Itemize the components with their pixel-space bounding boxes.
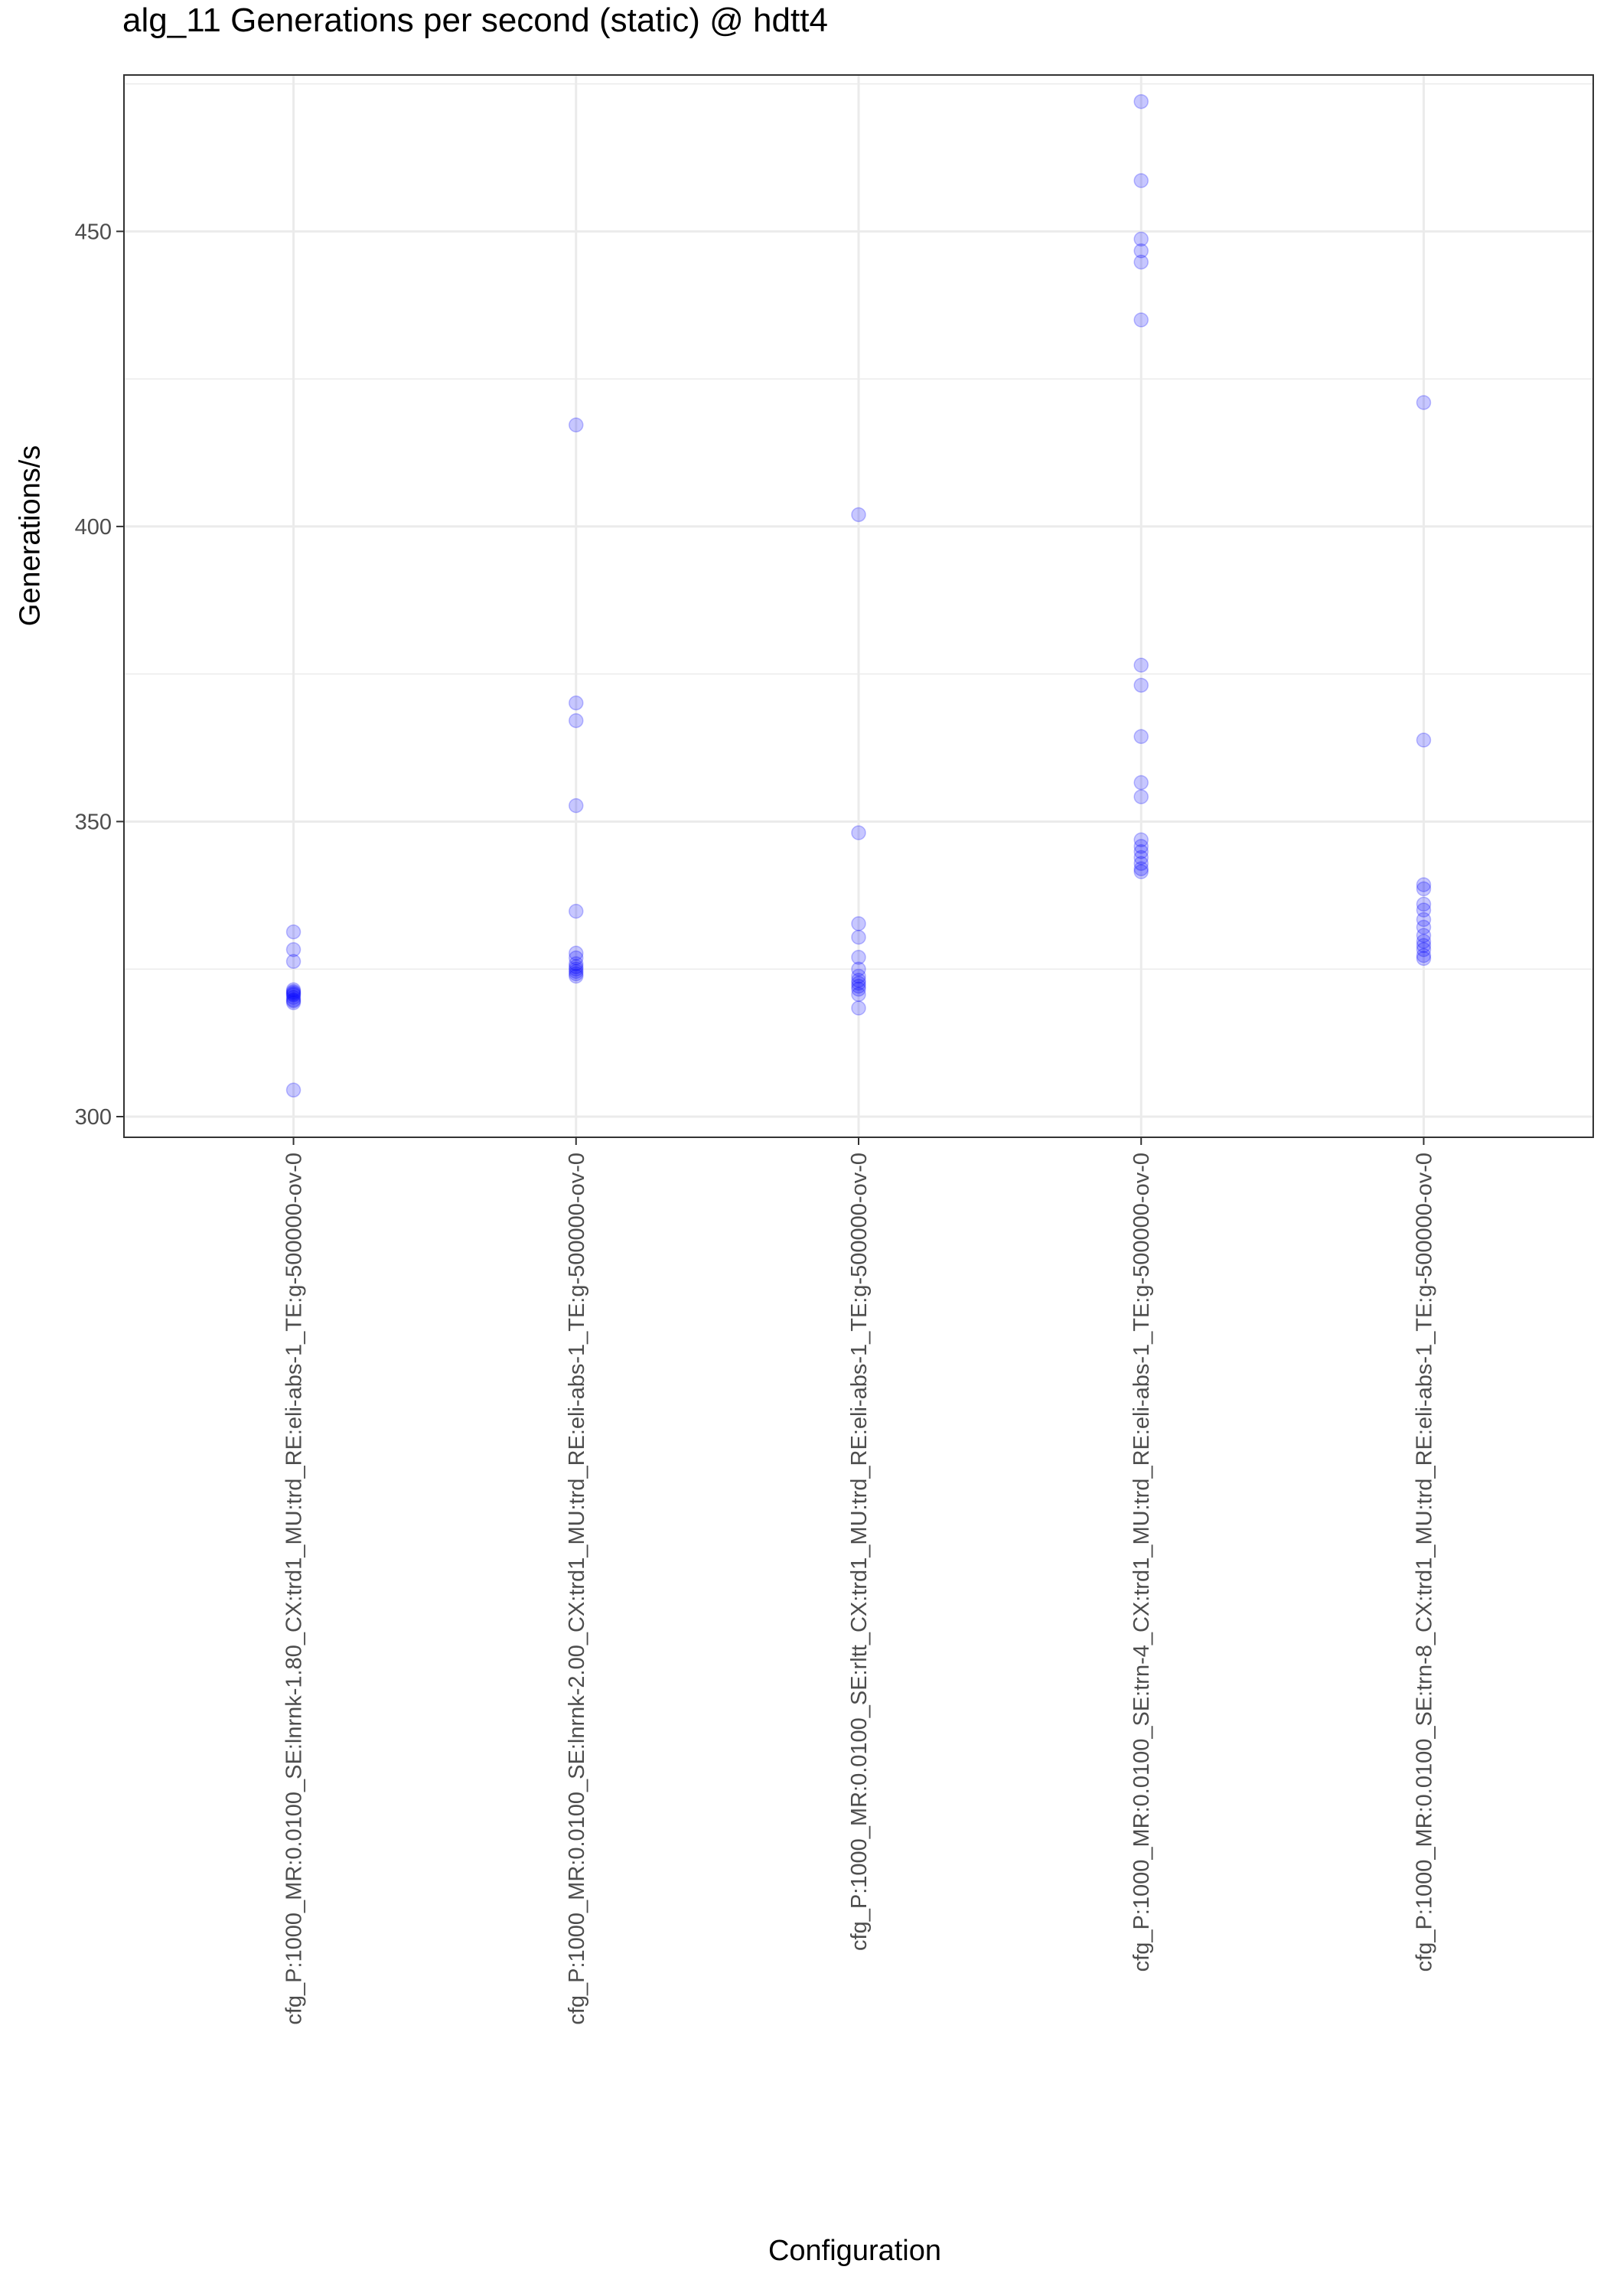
data-point [1416,395,1432,410]
data-point [851,950,866,965]
data-point [1133,173,1149,188]
data-point [1416,934,1432,949]
data-point [1133,657,1149,673]
data-point [285,990,302,1005]
data-point [285,924,302,940]
x-axis-label: Configuration [768,2235,942,2267]
data-point [569,959,584,974]
x-tick-label: cfg_P:1000_MR:0.0100_SE:rltt_CX:trd1_MU:… [847,1153,872,1951]
data-point [851,1000,866,1016]
data-point [285,993,302,1009]
data-point [1133,864,1149,879]
x-tick-label: cfg_P:1000_MR:0.0100_SE:lnrnk-2.00_CX:tr… [565,1153,589,2025]
y-tick-label: 450 [75,220,112,244]
chart-title: alg_11 Generations per second (static) @… [122,2,828,39]
data-point [1416,881,1432,897]
data-point [569,968,584,984]
data-point [1133,856,1149,871]
data-point [1416,896,1432,912]
data-point [569,956,584,972]
data-point [851,825,866,840]
data-point [1133,775,1149,791]
data-point [1416,947,1432,964]
data-point [1133,254,1149,270]
data-point [851,916,866,931]
y-tick-label: 400 [75,515,112,540]
data-point [285,995,302,1010]
data-point [1133,839,1149,854]
data-point [1133,729,1149,745]
data-point [569,713,584,729]
y-tick-label: 300 [75,1105,112,1130]
data-point [285,942,302,957]
data-point [569,417,584,433]
data-point [1133,844,1149,859]
data-point [1416,928,1432,944]
data-point [851,929,866,945]
data-point [851,987,866,1003]
data-point [285,982,302,997]
data-point [569,695,584,711]
data-point [569,950,584,966]
data-point [1133,677,1149,693]
data-point [569,966,584,982]
data-point [1133,93,1149,109]
data-point [285,954,302,969]
data-point [851,981,866,997]
y-axis-ticks: 300 350 400 450 [75,220,124,1130]
data-point [285,987,302,1003]
data-point [1416,919,1432,935]
data-point [1416,732,1432,748]
data-point [851,507,866,523]
data-point [569,797,584,814]
data-point [1133,861,1149,876]
x-tick-label: cfg_P:1000_MR:0.0100_SE:lnrnk-1.80_CX:tr… [282,1153,307,2025]
data-point [851,978,866,994]
data-point [1416,902,1432,918]
major-gridlines [124,75,1593,1137]
data-point [569,903,584,919]
data-point [851,975,866,991]
data-point [851,961,866,977]
data-point [285,985,302,1000]
data-points [285,93,1432,1098]
x-tick-label: cfg_P:1000_MR:0.0100_SE:trn-4_CX:trd1_MU… [1129,1153,1154,1971]
data-point [1416,938,1432,954]
data-point [851,973,866,988]
data-point [1133,789,1149,804]
x-axis-ticks: cfg_P:1000_MR:0.0100_SE:lnrnk-1.80_CX:tr… [282,1137,1436,2025]
data-point [285,983,302,1000]
x-tick-label: cfg_P:1000_MR:0.0100_SE:trn-8_CX:trd1_MU… [1412,1153,1436,1971]
data-point [851,968,866,984]
data-point [285,992,302,1008]
data-point [1133,850,1149,866]
data-point [1416,942,1432,957]
data-point [1133,832,1149,848]
data-point [569,964,584,980]
data-point [1416,877,1432,892]
data-point [285,986,302,1002]
data-point [1416,951,1432,967]
data-point [569,961,584,977]
data-point [1133,231,1149,247]
data-point [285,1082,302,1098]
data-point [1416,912,1432,928]
data-point [569,945,584,961]
data-point [1133,243,1149,259]
y-tick-label: 350 [75,810,112,834]
data-point [1133,312,1149,328]
